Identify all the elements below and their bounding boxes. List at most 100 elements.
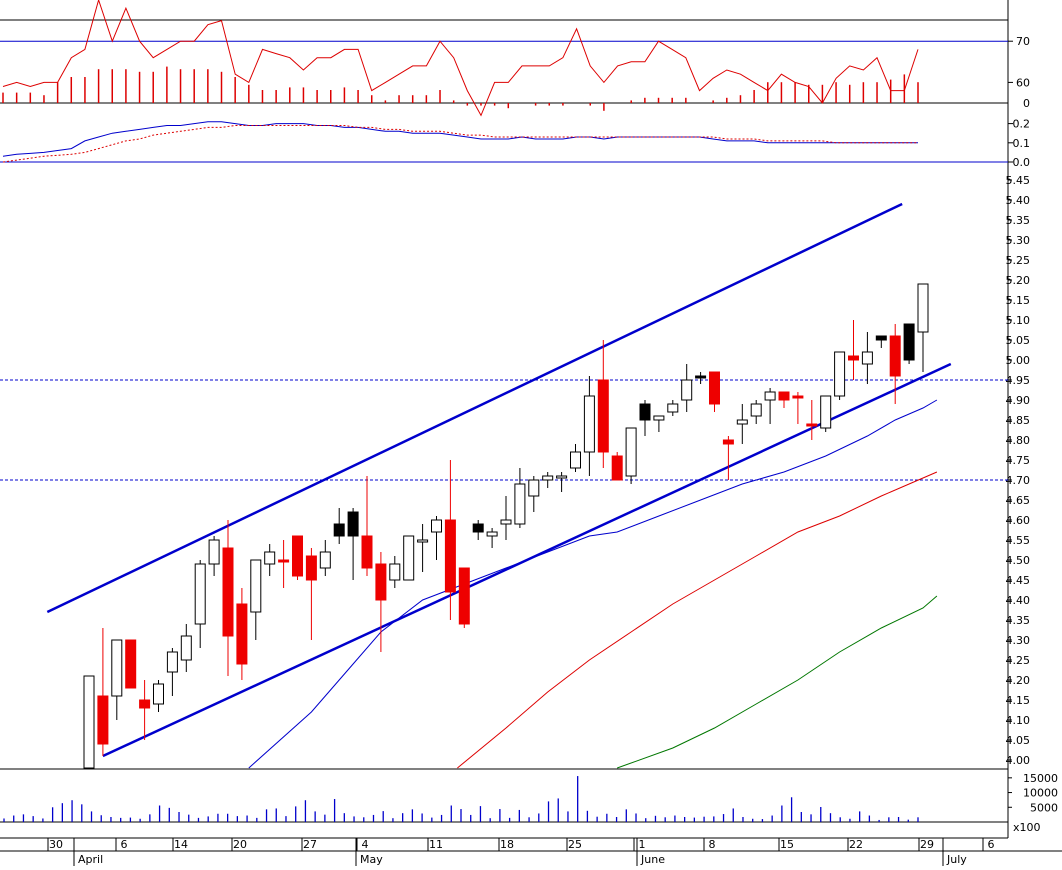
candle-body xyxy=(834,351,846,397)
price-tick-label: 4.50 xyxy=(1006,554,1031,567)
price-tick-label: 5.20 xyxy=(1006,274,1031,287)
candle-body xyxy=(139,699,151,709)
candle-body xyxy=(889,335,901,377)
candle-body xyxy=(500,519,512,525)
macd-line xyxy=(2,121,918,157)
price-tick-label: 4.15 xyxy=(1006,694,1031,707)
price-tick-label: 5.15 xyxy=(1006,294,1031,307)
price-tick-label: 5.45 xyxy=(1006,174,1031,187)
channel-upper-line xyxy=(46,202,903,614)
candle-body xyxy=(722,439,734,445)
candle-body xyxy=(403,535,415,581)
date-label: 20 xyxy=(233,838,247,851)
price-panel: 4.00 4.05 4.10 4.15 4.20 4.25 4.30 4.35 4.40 4.45… xyxy=(0,174,1031,769)
macd-tick-label: 0.1 xyxy=(1013,137,1031,150)
date-label: 25 xyxy=(568,838,582,851)
month-label: June xyxy=(640,853,665,866)
date-label: 1 xyxy=(639,838,646,851)
date-label: 8 xyxy=(709,838,716,851)
date-label: 30 xyxy=(49,838,63,851)
momentum-tick-label: 0 xyxy=(1023,97,1030,110)
candle-body xyxy=(903,323,915,361)
volume-tick-label: 15000 xyxy=(1023,772,1058,785)
candle-body xyxy=(319,551,331,569)
volume-tick-label: 10000 xyxy=(1023,787,1058,800)
candle-body xyxy=(542,475,554,481)
price-tick-label: 4.45 xyxy=(1006,574,1031,587)
candle-body xyxy=(236,603,248,665)
candle-body xyxy=(695,375,707,379)
candle-body xyxy=(125,639,137,689)
date-label: 29 xyxy=(920,838,934,851)
candle-body xyxy=(917,283,929,333)
candle-body xyxy=(97,695,109,745)
moving-average-line xyxy=(457,471,938,769)
price-tick-label: 4.65 xyxy=(1006,494,1031,507)
price-tick-label: 4.40 xyxy=(1006,594,1031,607)
price-tick-label: 4.30 xyxy=(1006,634,1031,647)
price-tick-label: 4.95 xyxy=(1006,374,1031,387)
price-tick-label: 4.75 xyxy=(1006,454,1031,467)
candle-body xyxy=(333,523,345,537)
candle-body xyxy=(556,475,568,479)
price-tick-label: 5.30 xyxy=(1006,234,1031,247)
candle-body xyxy=(444,519,456,593)
price-tick-label: 4.05 xyxy=(1006,734,1031,747)
month-label: July xyxy=(946,853,967,866)
date-label: 11 xyxy=(429,838,443,851)
candle-body xyxy=(431,519,442,533)
candle-body xyxy=(83,675,95,769)
price-tick-label: 5.35 xyxy=(1006,214,1031,227)
candle-body xyxy=(292,535,303,577)
candle-body xyxy=(361,535,373,569)
candle-body xyxy=(375,563,387,601)
candle-body xyxy=(514,483,526,525)
price-tick-label: 4.85 xyxy=(1006,414,1031,427)
candle-body xyxy=(208,539,220,565)
rsi-tick-label: 70 xyxy=(1016,35,1030,48)
rsi-tick-label: 60 xyxy=(1016,76,1030,89)
candle-body xyxy=(347,511,359,537)
price-tick-label: 5.00 xyxy=(1006,354,1031,367)
rsi-line xyxy=(2,0,919,117)
chart-frame xyxy=(0,0,1062,852)
candle-body xyxy=(528,479,540,497)
month-label: May xyxy=(360,853,383,866)
price-tick-label: 4.10 xyxy=(1006,714,1031,727)
price-tick-label: 4.80 xyxy=(1006,434,1031,447)
price-tick-label: 5.25 xyxy=(1006,254,1031,267)
candle-body xyxy=(570,451,581,469)
price-tick-label: 4.90 xyxy=(1006,394,1031,407)
candle-body xyxy=(180,635,192,661)
price-tick-label: 5.05 xyxy=(1006,334,1031,347)
date-label: 27 xyxy=(303,838,317,851)
price-tick-label: 4.55 xyxy=(1006,534,1031,547)
candle-body xyxy=(764,391,776,401)
price-tick-label: 4.00 xyxy=(1006,754,1031,767)
price-tick-label: 4.35 xyxy=(1006,614,1031,627)
date-label: 15 xyxy=(780,838,794,851)
price-tick-label: 5.40 xyxy=(1006,194,1031,207)
macd-tick-label: 0.0 xyxy=(1013,156,1031,169)
macd-line xyxy=(2,125,918,163)
candle-body xyxy=(778,391,790,401)
price-tick-label: 4.25 xyxy=(1006,654,1031,667)
candle-body xyxy=(625,427,637,477)
candle-body xyxy=(264,551,276,565)
price-tick-label: 5.10 xyxy=(1006,314,1031,327)
date-label: 18 xyxy=(500,838,514,851)
date-label: 6 xyxy=(988,838,995,851)
candle-body xyxy=(278,559,290,563)
date-label: 4 xyxy=(362,838,369,851)
candle-body xyxy=(709,371,720,405)
volume-tick-label: 5000 xyxy=(1030,801,1058,814)
candle-body xyxy=(861,351,873,365)
date-label: 14 xyxy=(174,838,188,851)
candle-body xyxy=(820,395,832,429)
candle-body xyxy=(875,335,887,341)
candle-body xyxy=(486,531,498,537)
month-label: April xyxy=(78,853,103,866)
candle-body xyxy=(750,403,762,417)
